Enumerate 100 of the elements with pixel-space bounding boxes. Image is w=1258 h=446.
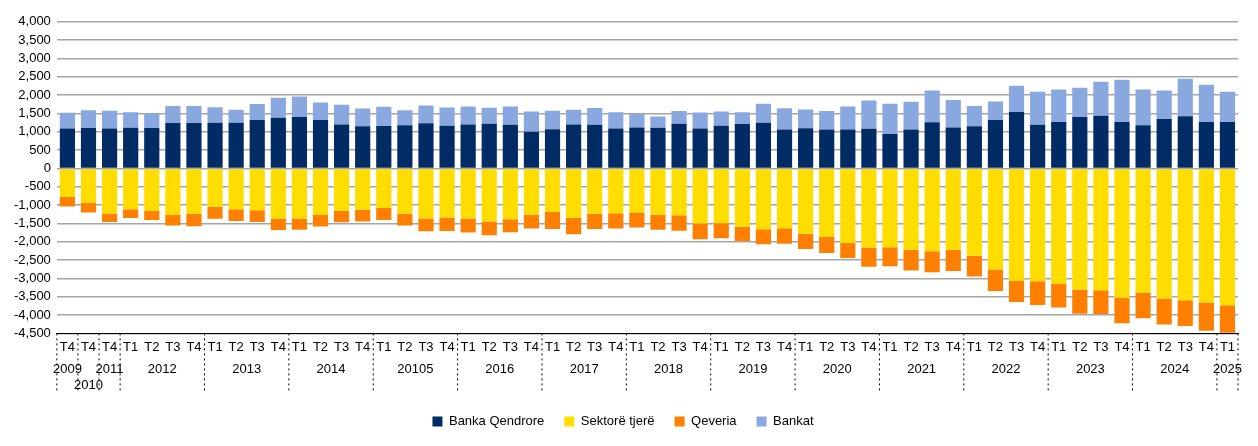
bar xyxy=(776,108,793,130)
y-tick-label: 2,000 xyxy=(18,86,51,102)
bar xyxy=(924,169,940,252)
y-tick-label: 2,500 xyxy=(18,68,51,84)
bar xyxy=(755,122,772,168)
y-tick-label: 1,000 xyxy=(18,123,51,139)
text: 2013 xyxy=(232,360,262,376)
x-tick-label: T4 xyxy=(80,338,97,354)
bar xyxy=(334,104,350,125)
text: 2014 xyxy=(316,360,346,376)
bar xyxy=(1008,85,1025,112)
bar xyxy=(1093,115,1109,168)
y-tick-label: -2,000 xyxy=(13,233,51,249)
x-tick-label: T3 xyxy=(924,338,940,354)
bar xyxy=(228,122,244,168)
bar xyxy=(1114,169,1130,298)
bar xyxy=(207,169,223,207)
bar xyxy=(587,169,603,214)
bar xyxy=(291,218,308,230)
x-tick-label: T4 xyxy=(1114,338,1130,354)
bar xyxy=(355,169,371,210)
x-tick-label: T4 xyxy=(59,338,75,354)
bar xyxy=(566,124,582,168)
bar xyxy=(776,228,793,244)
y-tick-label: 4,000 xyxy=(18,13,51,29)
bar xyxy=(861,169,877,248)
bar xyxy=(608,169,624,214)
bar xyxy=(608,128,624,168)
y-tick-label: -3,500 xyxy=(13,288,51,304)
legend-label: Bankat xyxy=(773,413,814,429)
bar xyxy=(903,249,919,271)
y-tick-label: -1,000 xyxy=(13,196,51,212)
bar xyxy=(945,99,961,128)
bar xyxy=(481,221,497,236)
text: 2009 xyxy=(52,360,82,376)
bar xyxy=(566,109,582,125)
bar xyxy=(165,122,181,168)
bar xyxy=(840,129,856,168)
text: 2016 xyxy=(485,360,515,376)
bar xyxy=(1093,81,1109,116)
bar xyxy=(376,169,392,209)
bar xyxy=(544,129,561,168)
x-tick-label: T1 xyxy=(713,338,729,354)
bar xyxy=(460,106,476,125)
bar xyxy=(249,169,265,211)
x-tick-label: T2 xyxy=(734,338,750,354)
bar xyxy=(481,107,497,124)
x-tick-label: T2 xyxy=(650,338,666,354)
bar xyxy=(102,110,118,129)
bar xyxy=(1051,121,1067,168)
x-tick-label: T3 xyxy=(1093,338,1109,354)
x-tick-label: T1 xyxy=(123,338,139,354)
bar xyxy=(861,128,877,168)
bar xyxy=(1198,121,1214,168)
bar xyxy=(819,169,835,237)
y-tick-label: 500 xyxy=(29,141,51,157)
x-tick-label: T1 xyxy=(966,338,982,354)
x-tick-label: T3 xyxy=(671,338,687,354)
bar xyxy=(1156,169,1172,299)
bar xyxy=(903,169,919,250)
bar xyxy=(228,109,244,123)
bar xyxy=(1114,121,1130,168)
bar xyxy=(966,126,982,168)
x-tick-label: T4 xyxy=(776,338,793,354)
bar xyxy=(1219,169,1236,306)
x-tick-label: T2 xyxy=(481,338,497,354)
bar xyxy=(165,214,181,226)
bar xyxy=(228,209,244,222)
text: 20105 xyxy=(397,360,434,376)
bar xyxy=(1219,305,1236,333)
bar xyxy=(376,106,392,126)
bar xyxy=(1072,169,1088,290)
x-tick-label: T3 xyxy=(1008,338,1025,354)
x-tick-label: T2 xyxy=(1156,338,1172,354)
text: 2018 xyxy=(654,360,683,376)
text: 2020 xyxy=(822,360,852,376)
x-tick-label: T1 xyxy=(1135,338,1151,354)
x-tick-label: T3 xyxy=(334,338,350,354)
bar xyxy=(460,124,476,168)
bar xyxy=(734,124,750,168)
x-tick-label: T1 xyxy=(544,338,561,354)
bar xyxy=(544,169,561,213)
x-tick-label: T1 xyxy=(376,338,392,354)
bar xyxy=(1156,118,1172,168)
bar xyxy=(1051,89,1067,122)
bar xyxy=(186,122,202,168)
bar xyxy=(671,169,687,216)
bar xyxy=(945,127,961,168)
bar xyxy=(207,107,223,123)
bar xyxy=(924,90,940,123)
bar xyxy=(1114,79,1130,122)
bar xyxy=(987,269,1004,292)
legend-label: Banka Qendrore xyxy=(448,413,545,429)
bar xyxy=(882,247,898,267)
bar xyxy=(587,107,603,125)
bar xyxy=(776,169,793,229)
x-tick-label: T4 xyxy=(608,338,624,354)
bar xyxy=(59,112,75,129)
bar xyxy=(798,233,814,249)
bar xyxy=(882,103,898,134)
